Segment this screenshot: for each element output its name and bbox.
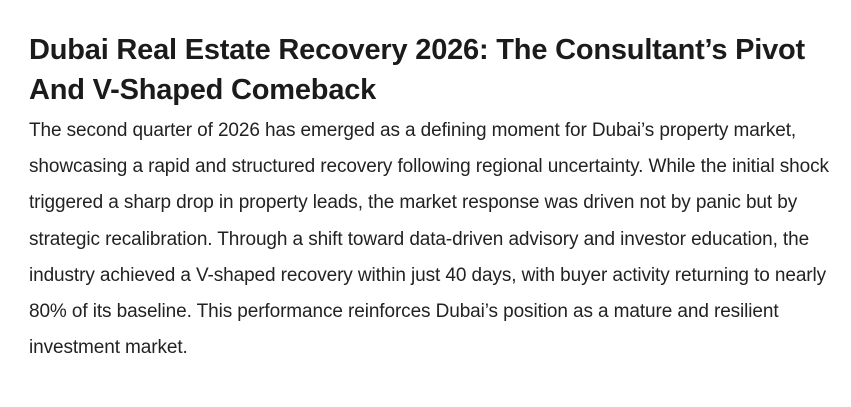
article-title: Dubai Real Estate Recovery 2026: The Con… [29,34,806,106]
article-paragraph: The second quarter of 2026 has emerged a… [29,120,829,359]
article: Dubai Real Estate Recovery 2026: The Con… [29,30,839,366]
